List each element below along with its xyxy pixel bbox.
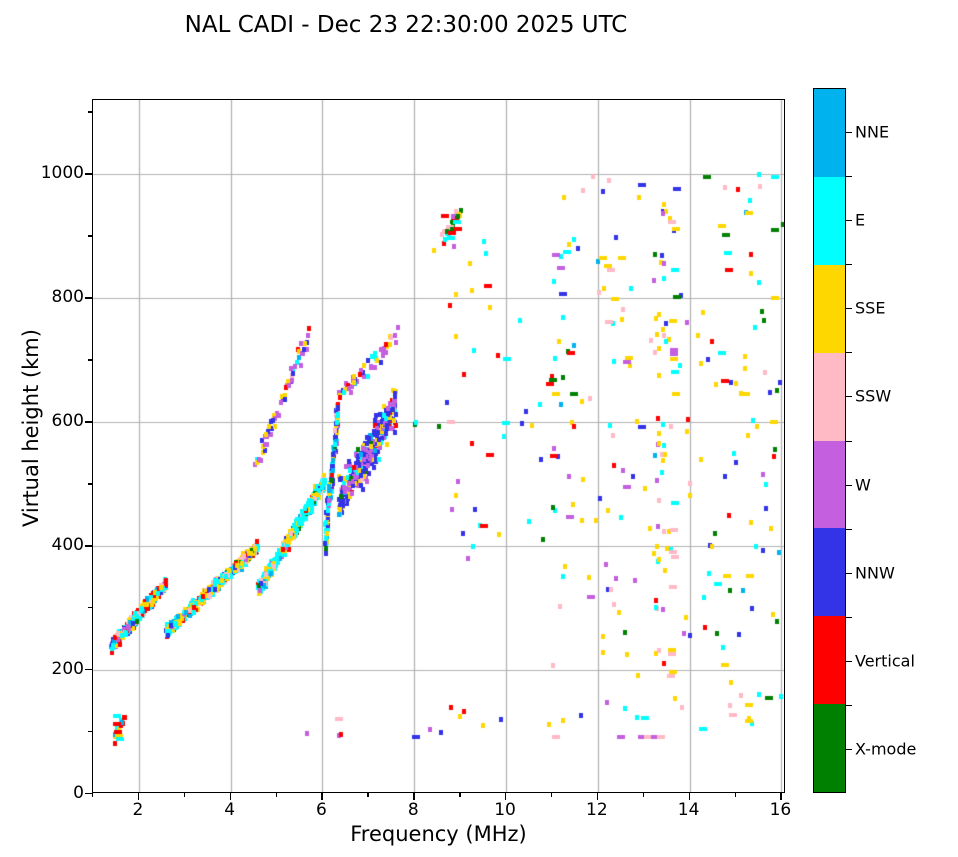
x-tick-mark-minor <box>734 793 736 797</box>
y-tick-mark-minor <box>88 235 92 237</box>
y-tick-mark-minor <box>88 607 92 609</box>
colorbar-segment-vertical <box>814 616 845 705</box>
x-tick-mark-minor <box>367 793 369 797</box>
colorbar-label-sse: SSE <box>855 298 886 318</box>
y-tick-label: 800 <box>51 287 84 308</box>
y-tick-mark-minor <box>88 483 92 485</box>
x-tick-mark <box>229 793 232 800</box>
colorbar-boundary-tick <box>846 617 852 619</box>
colorbar-label-w: W <box>855 475 871 495</box>
x-tick-mark-minor <box>459 793 461 797</box>
colorbar-label-e: E <box>855 210 866 230</box>
colorbar-tick-mark <box>846 396 852 398</box>
scatter-data-layer <box>93 100 784 792</box>
x-tick-mark-minor <box>642 793 645 797</box>
x-tick-mark <box>596 793 599 800</box>
x-tick-label: 2 <box>132 800 144 820</box>
x-axis-label: Frequency (MHz) <box>350 822 527 846</box>
colorbar-boundary-tick <box>846 529 852 531</box>
x-tick-label: 10 <box>494 800 516 820</box>
x-tick-label: 14 <box>677 800 700 820</box>
plot-area <box>92 99 785 793</box>
y-axis-label: Virtual height (km) <box>19 329 43 527</box>
x-tick-label: 8 <box>407 800 419 820</box>
x-tick-mark <box>413 793 415 800</box>
y-tick-label: 200 <box>51 659 84 680</box>
colorbar-boundary-tick <box>846 264 852 266</box>
colorbar-label-x-mode: X-mode <box>855 739 917 759</box>
colorbar-label-ssw: SSW <box>855 386 892 406</box>
x-tick-mark <box>321 793 323 800</box>
azimuth-colorbar <box>813 88 846 793</box>
y-tick-label: 400 <box>51 535 84 556</box>
y-tick-mark <box>85 669 92 671</box>
y-tick-label: 600 <box>51 411 84 432</box>
y-tick-mark-minor <box>88 111 92 113</box>
colorbar-segment-ssw <box>814 352 845 441</box>
y-tick-mark <box>85 421 92 423</box>
colorbar-segment-w <box>814 440 845 529</box>
x-tick-label: 12 <box>586 800 608 820</box>
x-tick-mark-minor <box>92 793 94 797</box>
colorbar-segment-sse <box>814 264 845 353</box>
x-axis-ticks: 2 4 6 8 10 12 14 16 <box>0 800 958 828</box>
x-tick-mark <box>505 793 507 800</box>
colorbar-tick-mark <box>846 749 852 751</box>
colorbar-segment-e <box>814 176 845 265</box>
colorbar-tick-mark <box>846 573 852 575</box>
colorbar-label-vertical: Vertical <box>855 651 915 671</box>
colorbar-tick-mark <box>846 485 852 487</box>
x-tick-label: 6 <box>316 800 327 820</box>
x-tick-label: 4 <box>224 800 236 820</box>
colorbar-segment-nnw <box>814 528 845 617</box>
y-tick-mark <box>85 545 92 547</box>
y-tick-mark <box>85 793 92 795</box>
x-tick-mark-minor <box>183 793 186 797</box>
colorbar-boundary-tick <box>846 705 852 707</box>
colorbar-tick-mark <box>846 308 852 310</box>
page-title: NAL CADI - Dec 23 22:30:00 2025 UTC <box>184 12 628 38</box>
y-tick-mark-minor <box>88 359 92 361</box>
y-tick-label: 0 <box>73 783 84 803</box>
colorbar-boundary-tick <box>846 176 852 178</box>
colorbar-boundary-tick <box>846 352 852 354</box>
colorbar-segment-x-mode <box>814 704 845 792</box>
x-tick-mark <box>688 793 690 800</box>
colorbar-tick-mark <box>846 661 852 663</box>
colorbar-segment-nne <box>814 89 845 177</box>
y-axis-ticks: 0 200 400 600 800 1000 <box>0 0 84 857</box>
x-tick-mark-minor <box>550 793 553 797</box>
y-tick-mark <box>85 297 92 299</box>
colorbar-boundary-tick <box>846 441 852 443</box>
x-tick-label: 16 <box>769 800 792 820</box>
y-tick-mark-minor <box>88 731 92 733</box>
x-tick-mark <box>780 793 782 800</box>
colorbar-label-nne: NNE <box>855 122 890 142</box>
x-tick-mark-minor <box>275 793 277 797</box>
colorbar-tick-mark <box>846 220 852 222</box>
y-tick-mark <box>85 173 92 175</box>
y-tick-label: 1000 <box>40 163 84 184</box>
colorbar-tick-mark <box>846 132 852 134</box>
x-tick-mark <box>137 793 140 800</box>
colorbar-label-nnw: NNW <box>855 563 895 583</box>
